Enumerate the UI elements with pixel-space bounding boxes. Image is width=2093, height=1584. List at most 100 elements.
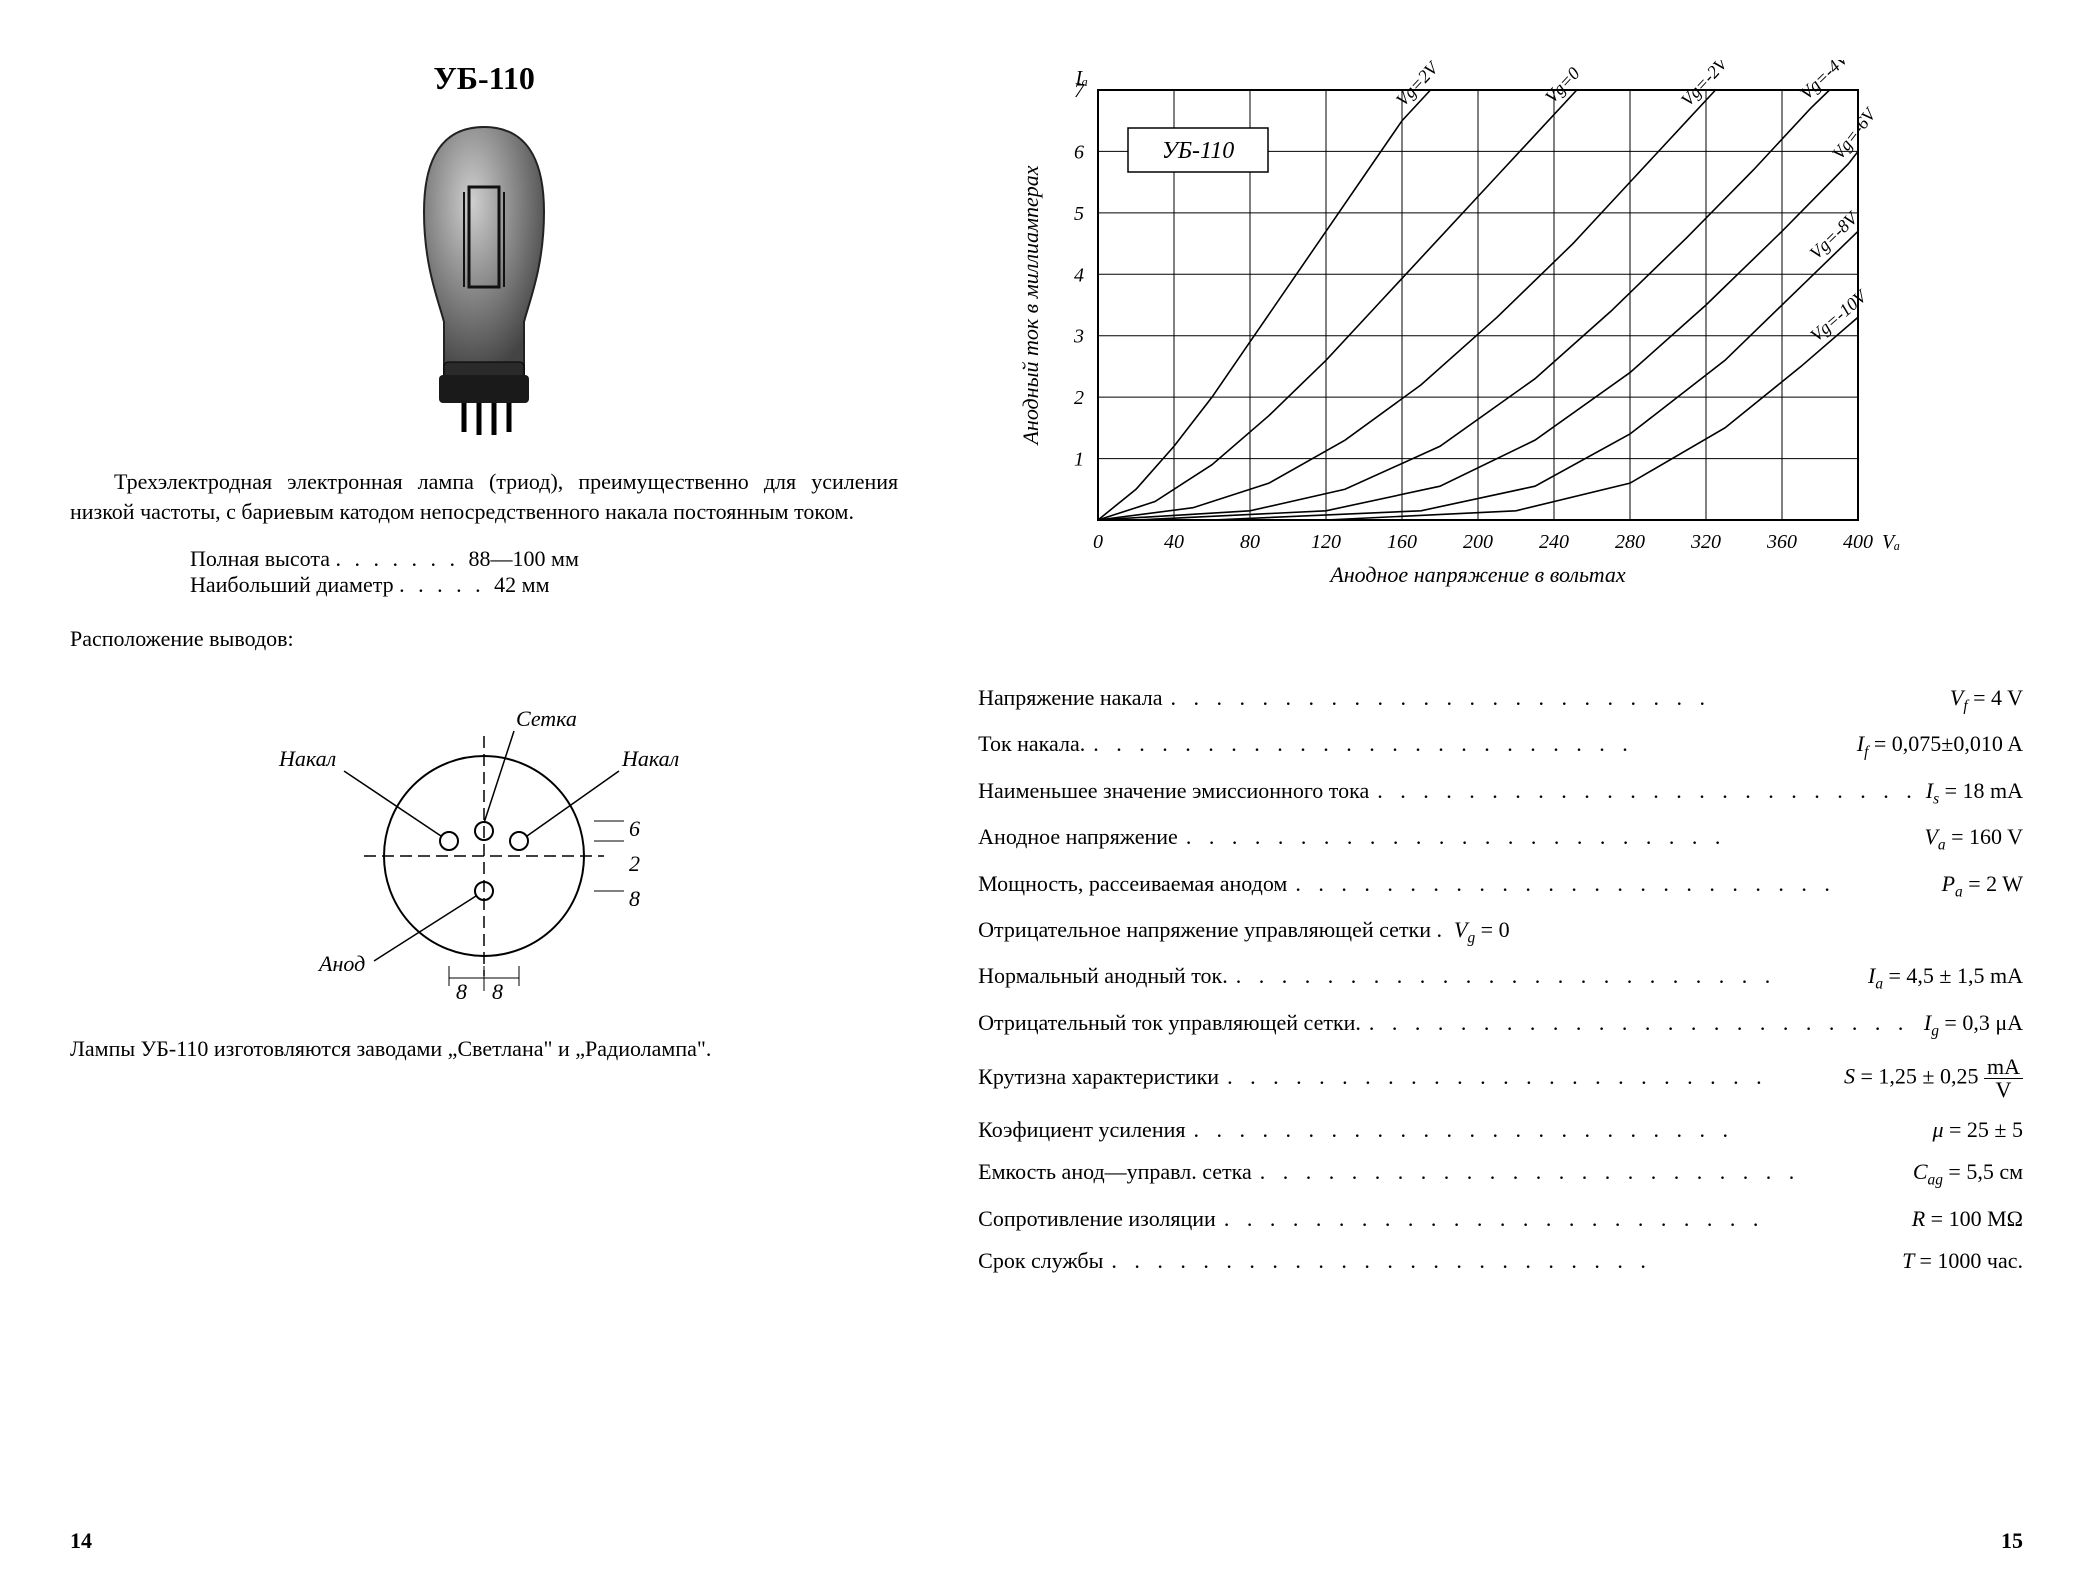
- spec-dots: . . . . . . . . . . . . . . . . . . . . …: [1178, 824, 1925, 850]
- spec-value: Ig = 0,3 μA: [1924, 1010, 2023, 1040]
- spec-dots: . . . . . . . . . . . . . . . . . . . . …: [1163, 685, 1950, 711]
- spec-label: Анодное напряжение: [978, 824, 1178, 850]
- svg-text:40: 40: [1164, 531, 1184, 553]
- spec-row: Напряжение накала. . . . . . . . . . . .…: [978, 685, 2023, 715]
- spec-value: If = 0,075±0,010 A: [1857, 731, 2023, 761]
- spec-dots: . . . . . . . . . . . . . . . . . . . . …: [1369, 778, 1926, 804]
- spec-row: Коэфициент усиления. . . . . . . . . . .…: [978, 1117, 2023, 1143]
- spec-label: Наименьшее значение эмиссионного тока: [978, 778, 1369, 804]
- svg-text:320: 320: [1690, 531, 1721, 553]
- curve-label: Vg=-4V: [1796, 60, 1853, 103]
- spec-dots: . . . . . . . . . . . . . . . . . . . . …: [1228, 963, 1868, 989]
- right-page: 040801201602002402803203604001234567Vg=2…: [978, 60, 2023, 1524]
- spec-value: Ia = 4,5 ± 1,5 mA: [1868, 963, 2023, 993]
- dimension-row: Полная высота . . . . . . . 88—100 мм: [190, 546, 898, 572]
- spec-dots: . . . . . . . . . . . . . . . . . . . . …: [1252, 1159, 1913, 1185]
- svg-text:400: 400: [1843, 531, 1873, 553]
- svg-text:2: 2: [1074, 387, 1084, 409]
- spec-label: Срок службы: [978, 1248, 1103, 1274]
- spec-dots: . . . . . . . . . . . . . . . . . . . . …: [1186, 1117, 1933, 1143]
- spec-value: Pa = 2 W: [1942, 871, 2023, 901]
- svg-text:Iₐ: Iₐ: [1075, 67, 1089, 89]
- tube-photo: [384, 117, 584, 437]
- spec-row: Отрицательное напряжение управляющей сет…: [978, 917, 2023, 947]
- spec-dots: . . . . . . . . . . . . . . . . . . . . …: [1287, 871, 1941, 897]
- curve-label: Vg=2V: [1392, 60, 1443, 110]
- svg-text:4: 4: [1074, 264, 1084, 286]
- specifications-list: Напряжение накала. . . . . . . . . . . .…: [978, 685, 2023, 1274]
- svg-text:УБ-110: УБ-110: [1162, 138, 1235, 164]
- svg-text:1: 1: [1074, 449, 1084, 471]
- dimension-label: Полная высота: [190, 546, 336, 572]
- svg-text:80: 80: [1240, 531, 1260, 553]
- spec-label: Емкость анод—управл. сетка: [978, 1159, 1252, 1185]
- spec-label: Отрицательное напряжение управляющей сет…: [978, 917, 1442, 943]
- page-number-right: 15: [2001, 1528, 2023, 1554]
- spec-row: Ток накала.. . . . . . . . . . . . . . .…: [978, 731, 2023, 761]
- spec-label: Сопротивление изоляции: [978, 1206, 1216, 1232]
- spec-row: Анодное напряжение. . . . . . . . . . . …: [978, 824, 2023, 854]
- curve-label: Vg=0: [1541, 63, 1584, 107]
- svg-text:Анодное напряжение в вольтах: Анодное напряжение в вольтах: [1328, 562, 1626, 587]
- svg-text:6: 6: [1074, 141, 1084, 163]
- svg-text:160: 160: [1387, 531, 1417, 553]
- spec-value: Vg = 0: [1454, 917, 1510, 947]
- page-number-left: 14: [70, 1528, 92, 1554]
- spec-label: Крутизна характеристики: [978, 1064, 1219, 1090]
- left-page: УБ-110 Трехэлектродная электронная лампа…: [70, 60, 898, 1524]
- svg-text:120: 120: [1311, 531, 1341, 553]
- spec-row: Отрицательный ток управляющей сетки.. . …: [978, 1010, 2023, 1040]
- spec-dots: . . . . . . . . . . . . . . . . . . . . …: [1219, 1064, 1844, 1090]
- dimension-value: 88—100 мм: [469, 546, 579, 572]
- spec-label: Коэфициент усиления: [978, 1117, 1185, 1143]
- spec-value: μ = 25 ± 5: [1932, 1117, 2023, 1143]
- svg-text:8: 8: [492, 979, 503, 1004]
- dimension-dots: . . . . . . .: [336, 546, 469, 572]
- pin-label-filament-left: Накал: [278, 746, 336, 771]
- svg-text:6: 6: [629, 816, 640, 841]
- spec-value: Cag = 5,5 см: [1913, 1159, 2023, 1189]
- spec-value: R = 100 MΩ: [1912, 1206, 2023, 1232]
- spec-value: Vf = 4 V: [1950, 685, 2023, 715]
- spec-value: Va = 160 V: [1924, 824, 2023, 854]
- pin-label-filament-right: Накал: [621, 746, 679, 771]
- spec-value: T = 1000 час.: [1902, 1248, 2023, 1274]
- dimension-label: Наибольший диаметр: [190, 572, 399, 598]
- spec-row: Срок службы. . . . . . . . . . . . . . .…: [978, 1248, 2023, 1274]
- spec-value: Is = 18 mA: [1926, 778, 2023, 808]
- dimension-dots: . . . . .: [399, 572, 494, 598]
- svg-text:240: 240: [1539, 531, 1569, 553]
- pinout-diagram: Сетка Накал Накал Анод 6 2 8 8 8: [224, 676, 744, 1006]
- svg-text:360: 360: [1766, 531, 1797, 553]
- pinout-heading: Расположение выводов:: [70, 626, 898, 652]
- spec-dots: . . . . . . . . . . . . . . . . . . . . …: [1361, 1010, 1924, 1036]
- curve-label: Vg=-6V: [1828, 103, 1881, 163]
- spec-row: Нормальный анодный ток.. . . . . . . . .…: [978, 963, 2023, 993]
- spec-value: S = 1,25 ± 0,25 mAV: [1844, 1056, 2023, 1101]
- spec-row: Крутизна характеристики. . . . . . . . .…: [978, 1056, 2023, 1101]
- factories-note: Лампы УБ-110 изготовляются заводами „Све…: [70, 1036, 898, 1062]
- spec-row: Емкость анод—управл. сетка. . . . . . . …: [978, 1159, 2023, 1189]
- svg-text:8: 8: [456, 979, 467, 1004]
- svg-text:5: 5: [1074, 203, 1084, 225]
- curve-label: Vg=-10V: [1806, 285, 1871, 345]
- spec-dots: . . . . . . . . . . . . . . . . . . . . …: [1085, 731, 1857, 757]
- svg-text:8: 8: [629, 886, 640, 911]
- spec-dots: . . . . . . . . . . . . . . . . . . . . …: [1103, 1248, 1902, 1274]
- anode-characteristics-chart: 040801201602002402803203604001234567Vg=2…: [978, 60, 2023, 625]
- spec-label: Мощность, рассеиваемая анодом: [978, 871, 1287, 897]
- dimension-value: 42 мм: [494, 572, 549, 598]
- spec-label: Напряжение накала: [978, 685, 1162, 711]
- spec-label: Нормальный анодный ток.: [978, 963, 1228, 989]
- chart-svg: 040801201602002402803203604001234567Vg=2…: [978, 60, 1918, 620]
- svg-text:3: 3: [1073, 326, 1084, 348]
- pin-label-grid: Сетка: [516, 706, 577, 731]
- dimension-row: Наибольший диаметр . . . . . 42 мм: [190, 572, 898, 598]
- svg-text:0: 0: [1093, 531, 1103, 553]
- tube-model-title: УБ-110: [70, 60, 898, 97]
- spec-row: Мощность, рассеиваемая анодом. . . . . .…: [978, 871, 2023, 901]
- pin-label-anode: Анод: [317, 951, 365, 976]
- spec-row: Сопротивление изоляции. . . . . . . . . …: [978, 1206, 2023, 1232]
- dimensions-block: Полная высота . . . . . . . 88—100 ммНаи…: [190, 546, 898, 598]
- spec-dots: . . . . . . . . . . . . . . . . . . . . …: [1216, 1206, 1912, 1232]
